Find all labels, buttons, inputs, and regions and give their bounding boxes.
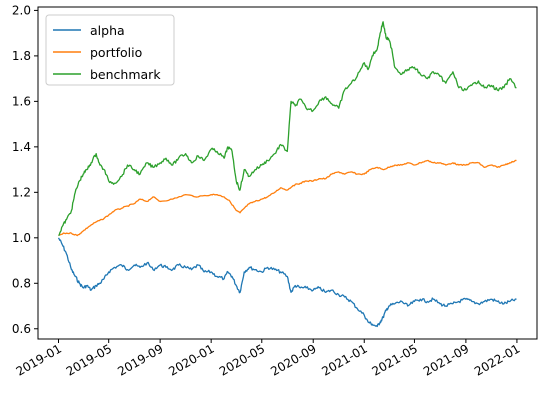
series-line-benchmark [58, 21, 517, 237]
y-tick-label: 0.8 [12, 276, 31, 290]
y-tick-label: 1.2 [12, 185, 31, 199]
legend-label-alpha: alpha [90, 23, 125, 38]
series-layer [57, 21, 517, 328]
legend-label-portfolio: portfolio [90, 45, 142, 60]
y-axis: 0.6 0.8 1.0 1.2 1.4 1.6 1.8 2.0 [12, 3, 38, 336]
series-line-portfolio [58, 159, 517, 237]
y-tick-label: 1.4 [12, 140, 31, 154]
y-tick-label: 2.0 [12, 3, 31, 17]
y-tick-label: 0.6 [12, 322, 31, 336]
y-tick-label: 1.8 [12, 49, 31, 63]
legend: alpha portfolio benchmark [45, 14, 175, 86]
series-line-alpha [57, 237, 517, 328]
y-tick-label: 1.0 [12, 231, 31, 245]
y-tick-label: 1.6 [12, 94, 31, 108]
plot-frame [37, 6, 538, 340]
legend-label-benchmark: benchmark [90, 67, 161, 82]
legend-box [45, 14, 175, 86]
